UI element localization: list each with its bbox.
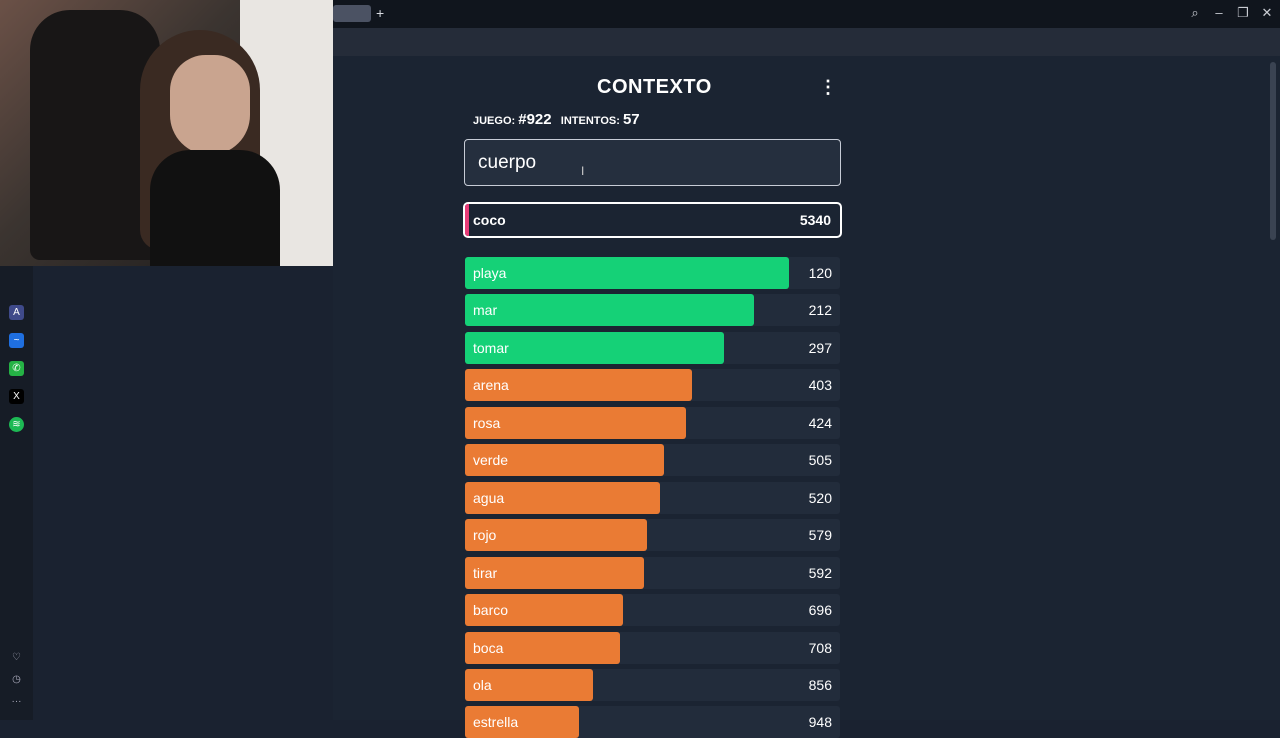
attempts-label: INTENTOS: bbox=[560, 115, 620, 127]
guess-row: rosa 424 bbox=[465, 407, 840, 439]
guess-word: rosa bbox=[473, 415, 501, 431]
guess-bar bbox=[465, 294, 754, 326]
guess-row: rojo 579 bbox=[465, 519, 840, 551]
guess-row: boca 708 bbox=[465, 632, 840, 664]
guess-bar bbox=[465, 369, 692, 401]
game-number: #922 bbox=[518, 111, 552, 128]
guess-word: tirar bbox=[473, 565, 498, 581]
browser-tab[interactable] bbox=[333, 5, 371, 22]
guess-rank: 120 bbox=[808, 265, 832, 281]
more-options-icon[interactable]: ⋮ bbox=[819, 77, 837, 97]
guess-rank: 708 bbox=[808, 640, 832, 656]
search-icon[interactable]: ⌕ bbox=[1191, 5, 1199, 20]
guess-rank: 579 bbox=[808, 527, 832, 543]
guess-row: arena 403 bbox=[465, 369, 840, 401]
game-label: JUEGO: bbox=[473, 115, 516, 127]
guess-input[interactable] bbox=[464, 139, 841, 186]
guess-word: mar bbox=[473, 302, 498, 318]
guess-bar bbox=[465, 594, 623, 626]
x-icon[interactable]: X bbox=[9, 389, 24, 404]
guess-rank: 696 bbox=[808, 602, 832, 618]
guess-word: boca bbox=[473, 640, 504, 656]
guess-row: tirar 592 bbox=[465, 557, 840, 589]
spotify-icon[interactable]: ≋ bbox=[9, 417, 24, 432]
guess-word: verde bbox=[473, 452, 509, 468]
guess-rank: 505 bbox=[808, 452, 832, 468]
guess-word: barco bbox=[473, 602, 509, 618]
game-title: CONTEXTO bbox=[597, 76, 712, 98]
guess-rank: 424 bbox=[808, 415, 832, 431]
attempts-count: 57 bbox=[622, 111, 640, 128]
new-tab-icon[interactable]: + bbox=[376, 5, 385, 21]
guess-word: arena bbox=[473, 377, 509, 393]
guess-row: playa 120 bbox=[465, 257, 840, 289]
last-guess: coco 5340 bbox=[463, 202, 842, 238]
guess-word: tomar bbox=[473, 340, 509, 356]
guess-rank: 856 bbox=[808, 677, 832, 693]
guess-bar bbox=[465, 669, 593, 701]
guess-rank: 212 bbox=[808, 302, 832, 318]
guess-word: agua bbox=[473, 490, 505, 506]
whatsapp-icon[interactable]: ✆ bbox=[9, 361, 24, 376]
webcam-overlay bbox=[0, 0, 333, 266]
messenger-icon[interactable]: ~ bbox=[9, 333, 24, 348]
guess-word: estrella bbox=[473, 714, 519, 730]
guess-row: verde 505 bbox=[465, 444, 840, 476]
guess-row: agua 520 bbox=[465, 482, 840, 514]
more-icon[interactable]: ··· bbox=[11, 696, 22, 707]
guess-bar bbox=[465, 519, 647, 551]
guess-word: ola bbox=[473, 677, 492, 693]
guess-row: barco 696 bbox=[465, 594, 840, 626]
last-guess-rank: 5340 bbox=[799, 212, 831, 228]
aria-icon[interactable]: A bbox=[9, 305, 24, 320]
guess-bar bbox=[465, 557, 645, 589]
guess-rank: 592 bbox=[808, 565, 832, 581]
guess-rank: 948 bbox=[808, 714, 832, 730]
minimize-icon[interactable]: – bbox=[1215, 5, 1223, 20]
last-guess-word: coco bbox=[473, 212, 506, 228]
heart-icon[interactable]: ♡ bbox=[12, 652, 21, 663]
guess-bar bbox=[465, 332, 724, 364]
guess-bar bbox=[465, 407, 687, 439]
guess-rank: 520 bbox=[808, 490, 832, 506]
restore-icon[interactable]: ❐ bbox=[1237, 5, 1249, 20]
game-stats: JUEGO: #922 INTENTOS: 57 bbox=[473, 111, 640, 129]
guess-row: tomar 297 bbox=[465, 332, 840, 364]
guess-row: ola 856 bbox=[465, 669, 840, 701]
gaming-chair bbox=[30, 10, 160, 260]
guess-row: mar 212 bbox=[465, 294, 840, 326]
history-icon[interactable]: ◷ bbox=[12, 674, 21, 685]
guess-rank: 297 bbox=[808, 340, 832, 356]
close-icon[interactable]: ✕ bbox=[1261, 5, 1273, 20]
guess-bar bbox=[465, 482, 660, 514]
guess-bar bbox=[465, 632, 620, 664]
text-cursor-icon: I bbox=[581, 164, 585, 178]
guess-rank: 403 bbox=[808, 377, 832, 393]
guess-bar bbox=[465, 257, 790, 289]
guess-word: rojo bbox=[473, 527, 497, 543]
scrollbar[interactable] bbox=[1270, 62, 1276, 240]
guess-word: playa bbox=[473, 265, 507, 281]
last-guess-accent bbox=[465, 204, 469, 236]
guess-row: estrella 948 bbox=[465, 706, 840, 738]
guess-bar bbox=[465, 444, 664, 476]
